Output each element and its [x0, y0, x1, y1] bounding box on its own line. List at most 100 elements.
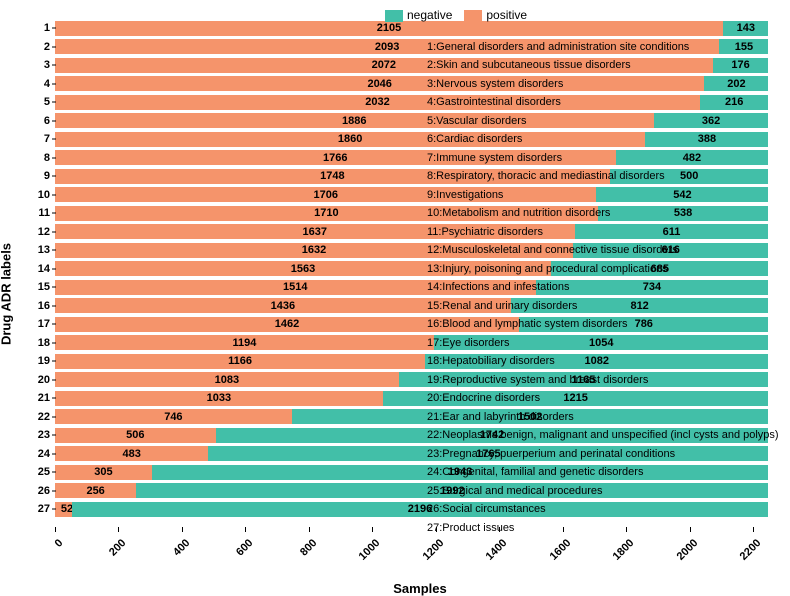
category-description: 14:Infections and infestations — [427, 281, 569, 293]
y-tick-mark — [52, 176, 56, 177]
y-tick-label: 20 — [2, 374, 50, 386]
bar-segment-positive: 1706 — [55, 187, 596, 202]
bar-negative-value: 155 — [735, 41, 753, 53]
y-tick-mark — [52, 342, 56, 343]
x-tick-label: 200 — [107, 537, 128, 558]
x-tick-label: 1000 — [357, 537, 383, 563]
y-tick-label: 3 — [2, 59, 50, 71]
bar-positive-value: 2046 — [367, 78, 391, 90]
bar-segment-positive: 52 — [55, 502, 72, 517]
y-tick-mark — [52, 453, 56, 454]
legend: negative positive — [385, 8, 527, 22]
bar-negative-value: 611 — [663, 226, 681, 238]
category-description: 8:Respiratory, thoracic and mediastinal … — [427, 170, 665, 182]
y-tick-label: 21 — [2, 392, 50, 404]
category-description: 12:Musculoskeletal and connective tissue… — [427, 244, 678, 256]
bar-positive-value: 2072 — [372, 59, 396, 71]
bar-negative-value: 812 — [630, 300, 648, 312]
bar-positive-value: 2093 — [375, 41, 399, 53]
bar-positive-value: 1462 — [275, 318, 299, 330]
bar-segment-negative: 734 — [536, 280, 769, 295]
y-tick-label: 11 — [2, 207, 50, 219]
bar-segment-positive: 1166 — [55, 354, 425, 369]
category-description: 6:Cardiac disorders — [427, 133, 522, 145]
legend-item: negative — [385, 8, 452, 22]
bars-container: 2105143209315520721762046202203221618863… — [55, 10, 785, 530]
category-description: 16:Blood and lymphatic system disorders — [427, 318, 628, 330]
x-tick-label: 1600 — [547, 537, 573, 563]
x-tick-label: 400 — [171, 537, 192, 558]
bar-positive-value: 1632 — [302, 244, 326, 256]
bar-positive-value: 2105 — [377, 22, 401, 34]
x-axis-label-text: Samples — [393, 581, 446, 596]
y-tick-label: 24 — [2, 448, 50, 460]
x-tick-label: 1400 — [484, 537, 510, 563]
bar-negative-value: 538 — [674, 207, 692, 219]
y-tick-mark — [52, 139, 56, 140]
bar-segment-positive: 1194 — [55, 335, 434, 350]
bar-positive-value: 1706 — [313, 189, 337, 201]
y-tick-label: 27 — [2, 503, 50, 515]
category-description: 21:Ear and labyrinth disorders — [427, 411, 574, 423]
category-description: 2:Skin and subcutaneous tissue disorders — [427, 59, 631, 71]
bar-positive-value: 1033 — [207, 392, 231, 404]
category-description: 3:Nervous system disorders — [427, 78, 563, 90]
y-tick-mark — [52, 231, 56, 232]
category-description: 25:Surgical and medical procedures — [427, 485, 603, 497]
y-tick-label: 10 — [2, 189, 50, 201]
category-description: 10:Metabolism and nutrition disorders — [427, 207, 610, 219]
bar-segment-positive: 506 — [55, 428, 216, 443]
category-description: 15:Renal and urinary disorders — [427, 300, 577, 312]
bar-segment-negative: 143 — [723, 21, 768, 36]
bar-positive-value: 1886 — [342, 115, 366, 127]
bar-negative-value: 176 — [731, 59, 749, 71]
legend-item: positive — [464, 8, 527, 22]
bar-negative-value: 1082 — [585, 355, 609, 367]
y-tick-label: 5 — [2, 96, 50, 108]
bar-segment-positive: 1860 — [55, 132, 645, 147]
y-tick-mark — [52, 250, 56, 251]
y-tick-mark — [52, 157, 56, 158]
bar-negative-value: 542 — [673, 189, 691, 201]
bar-segment-negative: 611 — [575, 224, 769, 239]
bar-segment-negative: 155 — [719, 39, 768, 54]
bar-negative-value: 734 — [643, 281, 661, 293]
x-tick-label: 800 — [298, 537, 319, 558]
y-tick-label: 9 — [2, 170, 50, 182]
bar-segment-positive: 1886 — [55, 113, 654, 128]
y-tick-label: 15 — [2, 281, 50, 293]
bar-positive-value: 746 — [164, 411, 182, 423]
y-tick-label: 12 — [2, 226, 50, 238]
bar-segment-positive: 483 — [55, 446, 208, 461]
y-tick-label: 26 — [2, 485, 50, 497]
bar-negative-value: 500 — [680, 170, 698, 182]
category-description: 20:Endocrine disorders — [427, 392, 540, 404]
bar-positive-value: 1563 — [291, 263, 315, 275]
bar-negative-value: 1215 — [563, 392, 587, 404]
bar-segment-positive: 256 — [55, 483, 136, 498]
bar-positive-value: 1637 — [303, 226, 327, 238]
x-tick-label: 1200 — [421, 537, 447, 563]
y-tick-label: 23 — [2, 429, 50, 441]
y-tick-mark — [52, 83, 56, 84]
x-tick-mark — [182, 527, 183, 532]
legend-swatch — [385, 10, 403, 22]
y-tick-mark — [52, 120, 56, 121]
x-tick-mark — [753, 527, 754, 532]
y-tick-mark — [52, 416, 56, 417]
x-tick-label: 2000 — [674, 537, 700, 563]
category-description: 18:Hepatobiliary disorders — [427, 355, 555, 367]
bar-negative-value: 786 — [635, 318, 653, 330]
bar-positive-value: 256 — [86, 485, 104, 497]
y-tick-mark — [52, 102, 56, 103]
bar-positive-value: 1710 — [314, 207, 338, 219]
bar-segment-negative: 216 — [700, 95, 769, 110]
legend-label: negative — [407, 8, 452, 22]
x-tick-label: 600 — [234, 537, 255, 558]
bar-positive-value: 1436 — [271, 300, 295, 312]
x-tick-label: 2200 — [738, 537, 764, 563]
bar-segment-negative: 542 — [596, 187, 768, 202]
y-tick-label: 22 — [2, 411, 50, 423]
x-tick-mark — [563, 527, 564, 532]
y-tick-label: 17 — [2, 318, 50, 330]
